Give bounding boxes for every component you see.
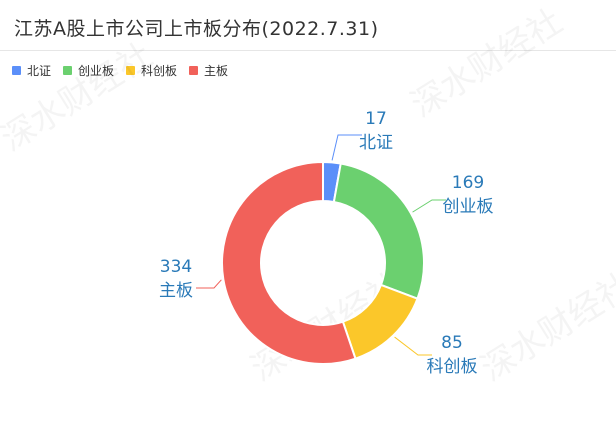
leader-lines bbox=[196, 134, 446, 356]
legend-item-beizheng[interactable]: 北证 bbox=[12, 62, 51, 79]
slice-chuangyeban[interactable] bbox=[332, 162, 425, 300]
chart-legend: 北证 创业板 科创板 主板 bbox=[12, 62, 240, 79]
slice-kechuangban[interactable] bbox=[341, 283, 419, 360]
legend-label-zhuban: 主板 bbox=[204, 64, 229, 78]
leader-line-kechuangban bbox=[394, 336, 432, 356]
category-label-kechuangban: 科创板 bbox=[427, 357, 478, 377]
value-label-zhuban: 334 bbox=[160, 257, 192, 277]
legend-item-kechuangban[interactable]: 科创板 bbox=[126, 62, 177, 79]
category-label-zhuban: 主板 bbox=[159, 281, 193, 301]
category-label-beizheng: 北证 bbox=[359, 133, 393, 153]
legend-swatch-beizheng bbox=[12, 66, 21, 75]
value-label-kechuangban: 85 bbox=[441, 333, 463, 353]
value-label-chuangyeban: 169 bbox=[452, 173, 484, 193]
legend-swatch-kechuangban bbox=[126, 66, 136, 75]
leader-line-beizheng bbox=[331, 134, 362, 161]
legend-label-kechuangban: 科创板 bbox=[141, 64, 178, 78]
slice-labels: 17 北证 169 创业板 85 科创板 334 主板 bbox=[159, 109, 494, 377]
chart-title: 江苏A股上市公司上市板分布(2022.7.31) bbox=[14, 18, 379, 40]
legend-label-beizheng: 北证 bbox=[27, 64, 52, 78]
legend-swatch-chuangyeban bbox=[63, 66, 73, 75]
title-divider bbox=[0, 50, 616, 51]
value-label-beizheng: 17 bbox=[365, 109, 387, 129]
category-label-chuangyeban: 创业板 bbox=[443, 197, 494, 217]
leader-line-zhuban bbox=[196, 279, 222, 289]
slice-zhuban[interactable] bbox=[220, 160, 357, 365]
legend-item-chuangyeban[interactable]: 创业板 bbox=[63, 62, 114, 79]
leader-line-chuangyeban bbox=[412, 199, 446, 213]
legend-label-chuangyeban: 创业板 bbox=[78, 64, 115, 78]
legend-swatch-zhuban bbox=[189, 66, 199, 75]
legend-item-zhuban[interactable]: 主板 bbox=[189, 62, 228, 79]
donut-slices bbox=[220, 160, 425, 365]
